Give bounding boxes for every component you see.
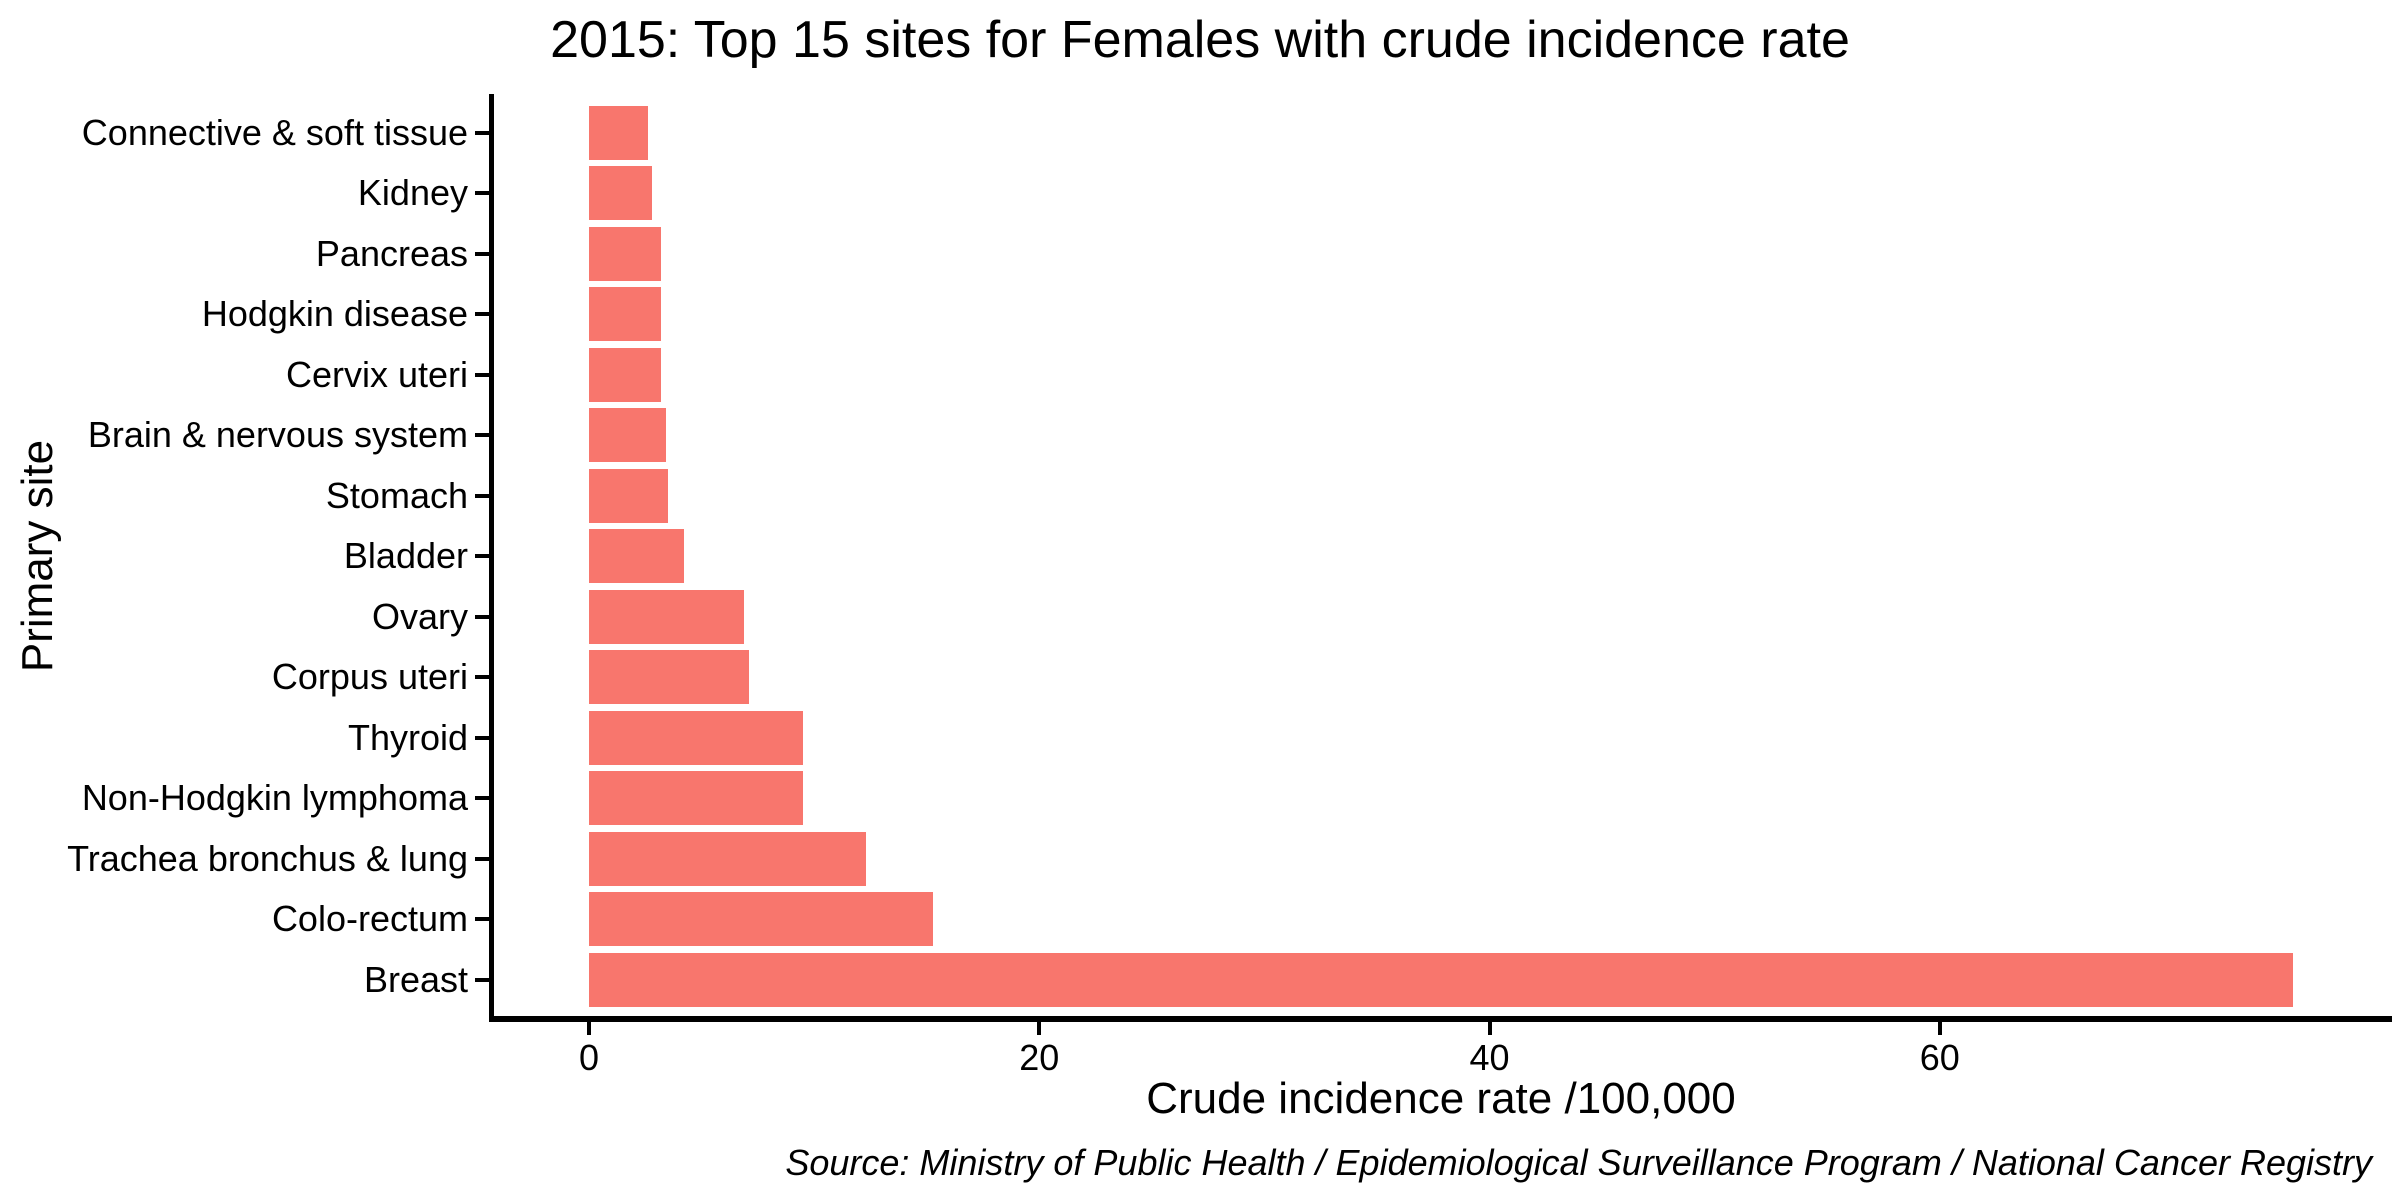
y-tick-label: Ovary [371,595,468,637]
y-tick-label: Pancreas [315,232,468,274]
bar-hodgkin-disease [589,287,662,341]
y-tick-mark [475,130,489,135]
plot-panel [493,96,2390,1016]
y-tick-mark [475,251,489,256]
y-tick-mark [475,917,489,921]
bar-brain-nervous-system [589,408,666,462]
y-tick-label: Colo-rectum [271,898,468,939]
y-tick-mark [475,796,489,800]
y-tick-label: Non-Hodgkin lymphoma [81,777,468,818]
bar-bladder [589,529,684,583]
y-tick-label: Hodgkin disease [201,293,468,334]
x-tick-mark [1937,1022,1942,1035]
bar-corpus-uteri [589,650,749,704]
x-tick-label: 40 [1469,1037,1510,1078]
bar-non-hodgkin-lymphoma [589,771,803,825]
source-caption: Source: Ministry of Public Health / Epid… [785,1142,2372,1183]
x-tick-mark [1037,1022,1042,1035]
y-tick-mark [475,191,489,195]
bar-stomach [589,468,668,523]
bar-trachea-bronchus-lung [589,831,866,886]
y-tick-label: Kidney [357,172,468,213]
y-tick-label: Cervix uteri [285,353,468,395]
bar-pancreas [589,226,662,281]
y-axis-line [489,94,494,1022]
x-tick-mark [1487,1022,1492,1035]
y-tick-mark [475,977,489,982]
y-tick-mark [475,856,489,861]
y-tick-label: Breast [363,958,468,1000]
bar-ovary [589,589,745,644]
bar-connective-soft-tissue [589,105,648,160]
y-tick-label: Bladder [343,535,468,576]
y-tick-mark [475,554,489,558]
x-tick-label: 20 [1019,1037,1060,1078]
y-tick-mark [475,312,489,316]
bar-colo-rectum [589,892,934,946]
bar-breast [589,952,2294,1007]
y-tick-mark [475,735,489,740]
y-tick-label: Connective & soft tissue [81,111,468,153]
y-tick-label: Corpus uteri [271,656,468,697]
x-axis-line [489,1016,2392,1022]
bar-thyroid [589,710,803,765]
bar-kidney [589,166,653,220]
x-tick-label: 60 [1919,1037,1960,1078]
y-tick-label: Trachea bronchus & lung [67,837,468,879]
bar-cervix-uteri [589,347,662,402]
y-tick-mark [475,493,489,498]
x-axis-title: Crude incidence rate /100,000 [1146,1074,1736,1123]
y-tick-label: Stomach [325,474,468,516]
y-tick-mark [475,433,489,437]
y-tick-label: Thyroid [347,716,468,758]
y-tick-mark [475,675,489,679]
chart-title: 2015: Top 15 sites for Females with crud… [550,11,1850,69]
y-tick-label: Brain & nervous system [87,414,468,455]
y-tick-mark [475,614,489,619]
x-tick-mark [587,1022,591,1035]
y-tick-mark [475,372,489,377]
x-tick-label: 0 [578,1037,600,1078]
